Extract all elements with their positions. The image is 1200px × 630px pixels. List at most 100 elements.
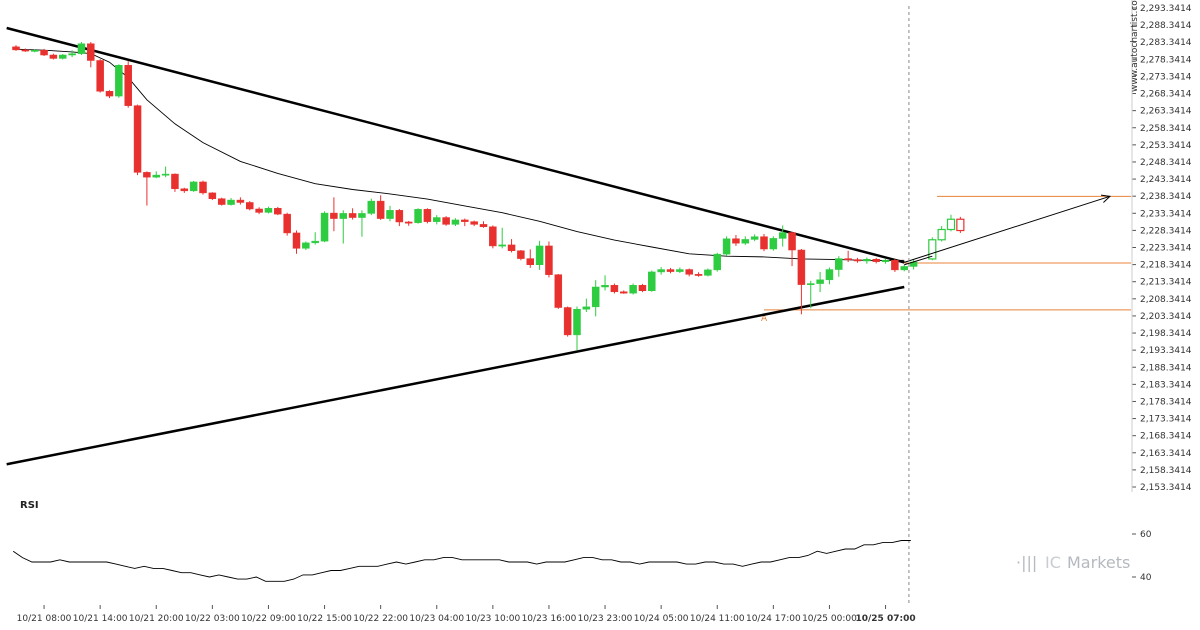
candle-body xyxy=(816,279,824,284)
candle-body xyxy=(30,49,39,52)
candle-body xyxy=(274,208,282,215)
x-tick-label: 10/22 15:00 xyxy=(297,614,352,624)
candle-body xyxy=(535,245,544,265)
candle-body xyxy=(133,105,142,173)
x-tick-label: 10/21 14:00 xyxy=(73,614,128,624)
candle-body xyxy=(891,260,899,271)
candle-body xyxy=(171,173,179,190)
y-tick-label: 2,158.3414 xyxy=(1140,466,1192,476)
candle-body xyxy=(189,181,198,192)
x-tick-label: 10/23 10:00 xyxy=(465,614,520,624)
candle-body xyxy=(470,221,478,225)
candle-body xyxy=(311,240,319,244)
moving-average xyxy=(15,48,905,262)
candle-body xyxy=(124,65,132,106)
candle-body xyxy=(330,212,338,219)
candle-body xyxy=(545,245,553,275)
candle-body xyxy=(722,238,731,255)
y-tick-label: 2,228.3414 xyxy=(1140,226,1192,236)
candle-body xyxy=(115,65,123,97)
candle-body xyxy=(489,226,497,247)
x-tick-label: 10/23 23:00 xyxy=(578,614,633,624)
x-tick-label: 10/24 05:00 xyxy=(634,614,689,624)
candle-body xyxy=(283,213,291,234)
x-tick-label: 10/22 09:00 xyxy=(241,614,296,624)
candle-body xyxy=(12,46,20,51)
x-tick-label: 10/22 03:00 xyxy=(185,614,240,624)
brand-logo: ·||| IC Markets xyxy=(1016,553,1130,572)
candle-body xyxy=(881,260,890,262)
y-tick-label: 2,223.3414 xyxy=(1140,244,1192,254)
projection-arrow-head xyxy=(1100,194,1112,203)
ma-line xyxy=(15,48,905,262)
candle-body xyxy=(554,274,563,308)
x-tick-label: 10/25 00:00 xyxy=(802,614,857,624)
candle-body xyxy=(339,213,347,219)
y-tick-label: 2,163.3414 xyxy=(1140,449,1192,459)
candle-body xyxy=(835,258,843,270)
candle-body xyxy=(236,199,245,203)
y-tick-label: 2,273.3414 xyxy=(1140,72,1192,82)
candle-body xyxy=(423,209,432,222)
candle-body xyxy=(601,285,609,288)
candle-body xyxy=(386,210,394,219)
rsi-title: RSI xyxy=(20,500,39,511)
projected-candlesticks xyxy=(928,214,965,261)
candle-body xyxy=(143,172,151,178)
candle-body xyxy=(629,285,637,294)
y-tick-label: 2,293.3414 xyxy=(1140,4,1192,14)
candle-body xyxy=(404,221,413,224)
candle-body xyxy=(105,91,114,97)
candle-body xyxy=(825,269,834,281)
y-tick-label: 2,183.3414 xyxy=(1140,380,1192,390)
candle-body xyxy=(507,244,516,251)
candle-body xyxy=(395,210,404,223)
candle-body xyxy=(21,49,30,52)
y-tick-label: 2,278.3414 xyxy=(1140,55,1192,65)
candle-body xyxy=(479,224,488,228)
candle-body xyxy=(788,232,796,251)
candle-body xyxy=(442,217,450,225)
candle-body xyxy=(582,306,591,310)
rsi-tick-label: 40 xyxy=(1140,573,1152,583)
x-tick-label: 10/23 16:00 xyxy=(522,614,577,624)
y-tick-label: 2,218.3414 xyxy=(1140,261,1192,271)
candle-body xyxy=(563,307,572,336)
x-tick-label: 10/25 07:00 xyxy=(855,614,915,624)
candle-body xyxy=(180,188,189,192)
candle-body xyxy=(591,286,600,308)
y-tick-label: 2,283.3414 xyxy=(1140,38,1192,48)
candle-body xyxy=(741,239,750,244)
y-tick-label: 2,198.3414 xyxy=(1140,329,1192,339)
candle-body xyxy=(713,253,721,271)
candle-body xyxy=(227,199,235,205)
rsi-panel: RSI 60 40 xyxy=(12,500,1152,583)
trendline-support xyxy=(6,285,905,466)
candle-body xyxy=(68,53,76,56)
candle-body xyxy=(49,54,58,59)
price-axis: 2,293.3414 2,288.3414 2,283.3414 2,278.3414… xyxy=(1131,0,1192,493)
y-tick-label: 2,213.3414 xyxy=(1140,278,1192,288)
candle-body xyxy=(778,232,787,239)
candle-body xyxy=(620,291,628,294)
y-tick-label: 2,203.3414 xyxy=(1140,312,1192,322)
x-tick-label: 10/21 20:00 xyxy=(129,614,184,624)
y-tick-label: 2,178.3414 xyxy=(1140,397,1192,407)
candle-body xyxy=(77,43,86,54)
trendline-resistance xyxy=(6,26,905,264)
brand-prefix: IC xyxy=(1045,553,1061,572)
candle-body xyxy=(872,259,880,262)
candle-body xyxy=(152,174,160,178)
candle-body xyxy=(676,269,684,272)
candle-body xyxy=(900,266,908,271)
candlesticks xyxy=(12,42,918,351)
x-tick-label: 10/24 11:00 xyxy=(690,614,745,624)
candle-body xyxy=(348,213,357,218)
candle-body xyxy=(657,269,665,273)
y-tick-label: 2,258.3414 xyxy=(1140,124,1192,134)
brand-glyph: ·||| xyxy=(1016,553,1037,572)
candle-body xyxy=(732,238,740,244)
candle-body xyxy=(292,232,301,249)
candle-body xyxy=(433,217,441,222)
